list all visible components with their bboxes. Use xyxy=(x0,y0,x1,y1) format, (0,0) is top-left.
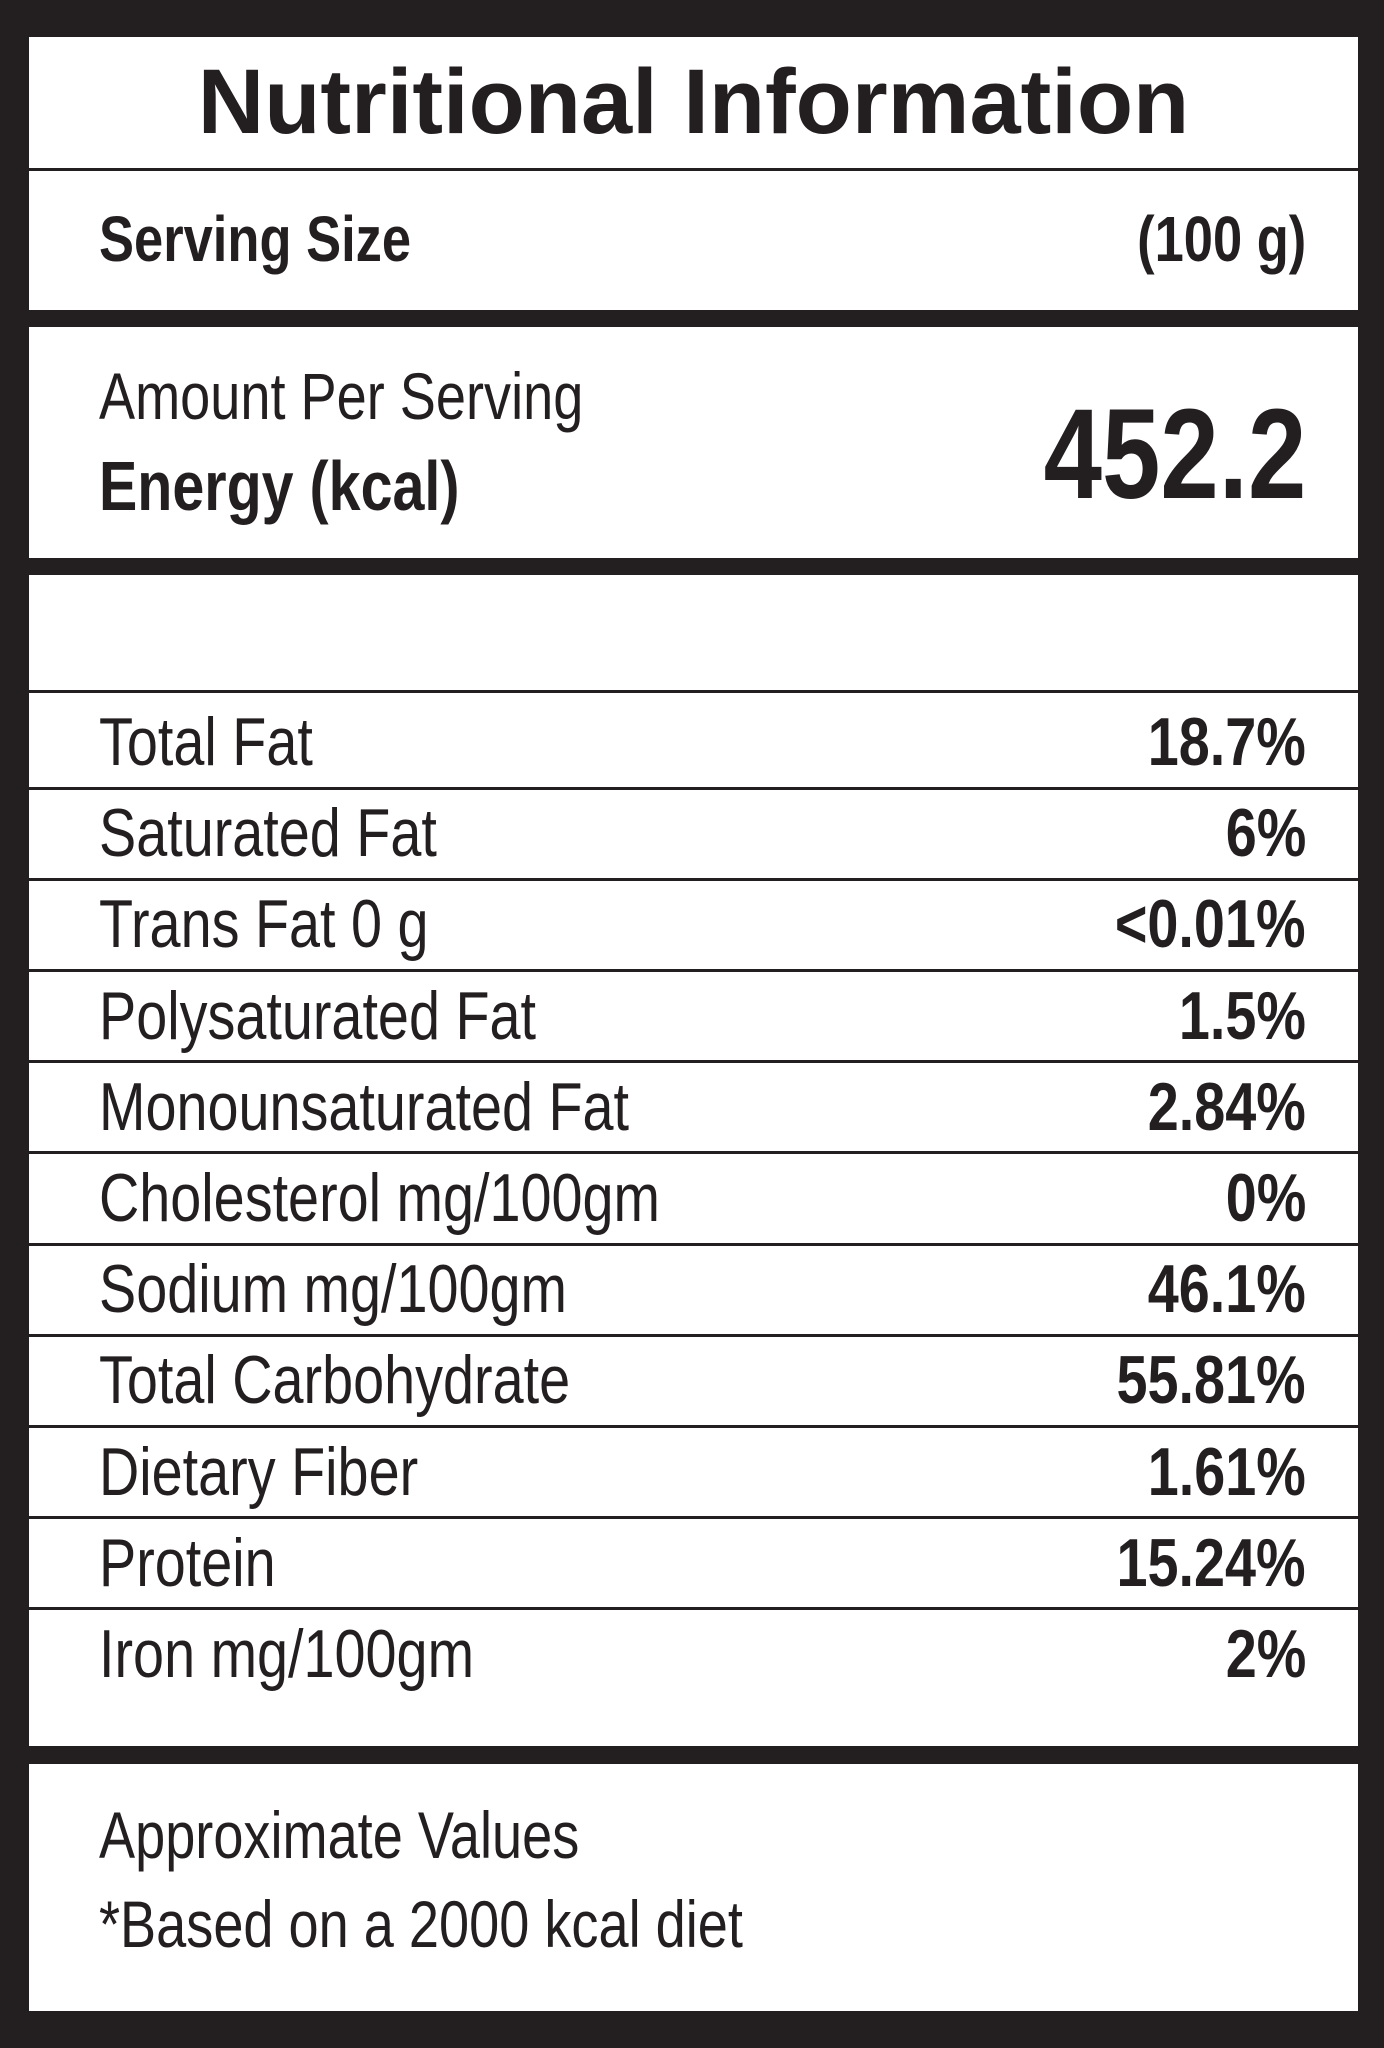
serving-value: (100 g) xyxy=(1136,203,1306,275)
nutrient-name: Iron mg/100gm xyxy=(99,1616,475,1692)
nutrient-value: <0.01% xyxy=(1115,886,1306,963)
energy-value: 452.2 xyxy=(1043,383,1306,526)
nutrient-value: 15.24% xyxy=(1116,1524,1306,1601)
thin-rule xyxy=(29,969,1358,972)
thin-rule xyxy=(29,1060,1358,1064)
energy-label: Energy (kcal) xyxy=(99,447,460,525)
thin-rule xyxy=(29,168,1358,171)
nutrient-name: Dietary Fiber xyxy=(99,1433,419,1510)
thick-rule xyxy=(29,310,1358,327)
nutrient-name: Cholesterol mg/100gm xyxy=(99,1160,660,1236)
nutrient-value: 2% xyxy=(1225,1616,1306,1692)
thick-rule xyxy=(29,558,1358,575)
thin-rule xyxy=(29,1425,1358,1428)
nutrient-value: 18.7% xyxy=(1147,704,1306,780)
nutrient-name: Total Carbohydrate xyxy=(99,1342,571,1419)
title: Nutritional Information xyxy=(197,51,1190,153)
nutrient-name: Sodium mg/100gm xyxy=(99,1251,568,1328)
thin-rule xyxy=(29,786,1358,790)
thin-rule xyxy=(29,1151,1358,1155)
footer-line: *Based on a 2000 kcal diet xyxy=(99,1887,743,1961)
thin-rule xyxy=(29,1607,1358,1611)
footer-line: Approximate Values xyxy=(99,1798,580,1872)
thin-rule xyxy=(29,877,1358,881)
nutrient-value: 1.61% xyxy=(1147,1433,1306,1510)
thin-rule xyxy=(29,1516,1358,1520)
thin-rule xyxy=(29,1333,1358,1337)
nutrition-label: Nutritional Information Serving Size (10… xyxy=(29,37,1358,2011)
thick-rule xyxy=(29,1746,1358,1764)
nutrient-name: Monounsaturated Fat xyxy=(99,1068,630,1145)
thin-rule xyxy=(29,1242,1358,1246)
nutrient-name: Protein xyxy=(99,1524,276,1601)
nutrient-value: 2.84% xyxy=(1147,1068,1306,1145)
amount-caption: Amount Per Serving xyxy=(99,359,584,433)
nutrient-name: Trans Fat 0 g xyxy=(99,886,429,963)
serving-label: Serving Size xyxy=(99,203,412,275)
nutrient-name: Polysaturated Fat xyxy=(99,977,537,1054)
nutrient-value: 1.5% xyxy=(1178,977,1306,1054)
nutrient-value: 6% xyxy=(1225,795,1306,872)
nutrient-name: Saturated Fat xyxy=(99,795,437,872)
nutrient-name: Total Fat xyxy=(99,704,313,780)
nutrient-value: 46.1% xyxy=(1147,1251,1306,1328)
nutrient-value: 55.81% xyxy=(1116,1342,1306,1419)
thin-rule xyxy=(29,690,1358,693)
nutrient-value: 0% xyxy=(1225,1160,1306,1236)
